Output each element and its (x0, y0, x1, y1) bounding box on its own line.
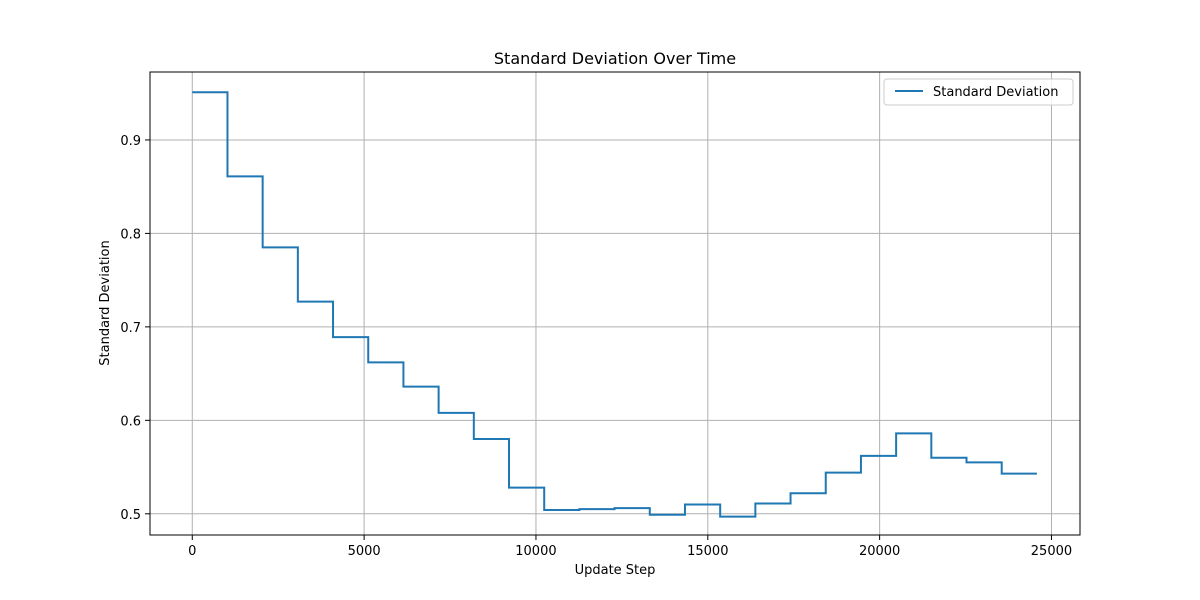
x-tick-label: 20000 (859, 544, 900, 559)
chart-title: Standard Deviation Over Time (494, 49, 736, 68)
x-tick-label: 25000 (1031, 544, 1072, 559)
y-axis-label: Standard Deviation (98, 240, 113, 365)
series-layer (192, 91, 1037, 518)
legend-box (883, 78, 1074, 106)
x-axis-label: Update Step (575, 563, 656, 578)
x-tick-label: 10000 (515, 544, 556, 559)
y-tick-label: 0.6 (120, 414, 141, 429)
y-tick-label: 0.5 (120, 508, 141, 523)
grid (150, 72, 1080, 535)
y-tick-label: 0.8 (120, 227, 141, 242)
legend: Standard Deviation (883, 78, 1074, 106)
ticks: 0 5000 10000 15000 20000 25000 0.5 0.6 0.7 0.8 0.9 (120, 134, 1072, 559)
plot-frame (149, 71, 1081, 536)
x-tick-label: 15000 (687, 544, 728, 559)
legend-label: Standard Deviation (933, 85, 1058, 100)
x-tick-label: 5000 (348, 544, 381, 559)
y-tick-label: 0.9 (120, 134, 141, 149)
series-line (192, 91, 1037, 518)
x-tick-label: 0 (188, 544, 196, 559)
y-tick-label: 0.7 (120, 321, 141, 336)
